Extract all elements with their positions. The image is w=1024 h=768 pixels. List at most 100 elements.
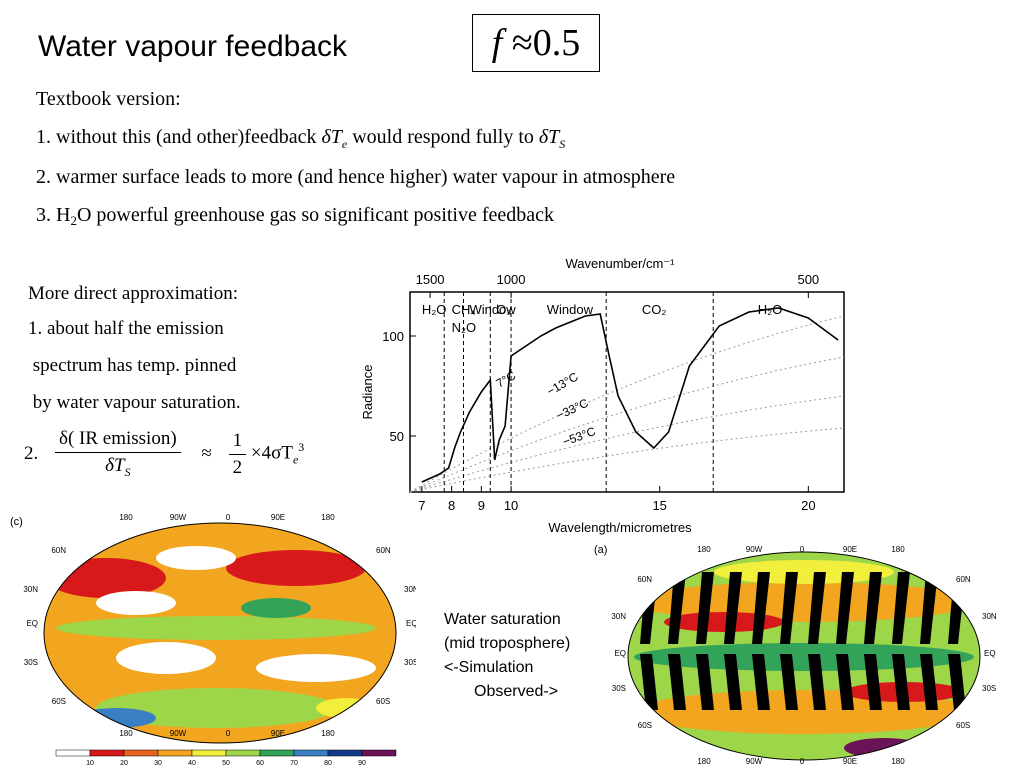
textbook-line-1: 1. without this (and other)feedback δTe … (36, 126, 565, 152)
missing-data-swath (724, 654, 742, 710)
eq-main-fraction: δ( IR emission) δTS (55, 428, 181, 480)
bottom-longitude-label: 180 (119, 729, 133, 738)
textbook-line-3: 3. H2O powerful greenhouse gas so signif… (36, 204, 554, 229)
top-longitude-label: 90E (843, 545, 857, 554)
band-label: O₃ (496, 302, 511, 317)
right-latitude-label: 30S (982, 684, 996, 693)
eq-rhs-text: ×4σT (250, 442, 293, 464)
radiance-axis-label: Radiance (360, 365, 375, 420)
line3-text-a: 3. H (36, 204, 71, 226)
legend-value: 60 (256, 760, 264, 766)
left-latitude-label: EQ (614, 649, 626, 658)
eq-den-subscript: S (124, 465, 131, 479)
missing-data-swath (864, 572, 882, 644)
missing-data-swath (724, 572, 742, 644)
missing-data-swath (696, 654, 714, 710)
left-latitude-label: EQ (26, 619, 38, 628)
missing-data-swath (808, 572, 826, 644)
spectrum-line (421, 307, 839, 483)
bottom-longitude-label: 180 (321, 729, 335, 738)
legend-value: 20 (120, 760, 128, 766)
right-latitude-label: 30N (404, 585, 416, 594)
wavelength-axis-label: Wavelength/micrometres (548, 520, 692, 535)
caption-line-4: Observed-> (474, 683, 559, 700)
delta-ts-symbol: δT (538, 126, 560, 148)
map-left-panel-label: (c) (10, 516, 23, 528)
legend-swatch (89, 749, 125, 757)
band-label: N₂O (452, 320, 477, 335)
legend-value: 10 (86, 760, 94, 766)
wavenumber-axis-label: Wavenumber/cm⁻¹ (566, 256, 676, 271)
top-longitude-label: 0 (226, 513, 231, 522)
left-latitude-label: 30S (24, 658, 38, 667)
eq-rhs: ×4σTe3 (251, 440, 304, 467)
eq-rhs-superscript: 3 (298, 440, 305, 455)
x-tick-label: 7 (418, 498, 425, 513)
legend-swatch (225, 749, 261, 757)
band-label: CH₄ (452, 302, 476, 317)
top-longitude-label: 180 (697, 545, 711, 554)
reference-curve (409, 356, 845, 493)
top-longitude-label: 90E (271, 513, 285, 522)
top-longitude-label: 180 (321, 513, 335, 522)
bottom-longitude-label: 0 (226, 729, 231, 738)
chart-frame (409, 291, 845, 493)
top-longitude-label: 90W (170, 513, 187, 522)
right-latitude-label: 60N (376, 546, 391, 555)
legend-swatch (361, 749, 397, 757)
line1-text-b: would respond fully to (347, 126, 539, 148)
direct-item1-line3: by water vapour saturation. (28, 392, 241, 413)
bottom-longitude-label: 180 (891, 757, 905, 766)
missing-data-swath (836, 572, 854, 644)
legend-value: 50 (222, 760, 230, 766)
legend-value: 70 (290, 760, 298, 766)
y-tick-label: 50 (390, 429, 404, 444)
missing-data-swath (808, 654, 826, 710)
top-tick-label: 500 (797, 272, 819, 287)
left-latitude-label: 60S (638, 721, 652, 730)
legend-value: 80 (324, 760, 332, 766)
te-subscript: e (341, 137, 348, 151)
textbook-heading: Textbook version: (36, 88, 181, 110)
direct-item1-line1: 1. about half the emission (28, 318, 224, 339)
bottom-longitude-label: 90W (746, 757, 763, 766)
eq-denominator: δTS (55, 453, 181, 480)
legend-value: 90 (358, 760, 366, 766)
x-tick-label: 9 (478, 498, 485, 513)
band-label: Window (547, 302, 594, 317)
missing-data-swath (668, 572, 686, 644)
eq-approx: ≈ (201, 443, 212, 464)
top-longitude-label: 0 (800, 545, 805, 554)
feedback-formula-box: f ≈0.5 (472, 14, 600, 72)
reference-curve (409, 395, 845, 493)
caption-line-3: <-Simulation (444, 659, 534, 676)
slide-title: Water vapour feedback (38, 30, 348, 63)
x-tick-label: 10 (504, 498, 518, 513)
band-label: Window (469, 302, 516, 317)
legend-swatch (327, 749, 363, 757)
right-latitude-label: 60S (376, 697, 390, 706)
right-latitude-label: 60N (956, 575, 971, 584)
direct-item1-line2: spectrum has temp. pinned (28, 355, 237, 376)
map-right-panel-label: (a) (594, 544, 608, 556)
left-latitude-label: 30S (612, 684, 626, 693)
band-label: H₂O (422, 302, 447, 317)
missing-data-swath (864, 654, 882, 710)
left-latitude-label: 60S (52, 697, 66, 706)
missing-data-swath (948, 654, 966, 710)
direct-equation: 2. δ( IR emission) δTS ≈ 1 2 ×4σTe3 (24, 428, 304, 488)
eq-half-den: 2 (232, 456, 243, 478)
y-tick-label: 100 (382, 329, 404, 344)
missing-data-swath (668, 654, 686, 710)
missing-data-swath (696, 572, 714, 644)
eq-label: 2. (24, 443, 39, 464)
eq-half-fraction: 1 2 (228, 430, 247, 479)
h2o-subscript: 2 (70, 213, 77, 228)
legend-swatch (191, 749, 227, 757)
x-tick-label: 8 (448, 498, 455, 513)
legend-value: 40 (188, 760, 196, 766)
x-tick-label: 20 (801, 498, 815, 513)
formula-value: 0.5 (532, 22, 581, 64)
top-longitude-label: 180 (119, 513, 133, 522)
